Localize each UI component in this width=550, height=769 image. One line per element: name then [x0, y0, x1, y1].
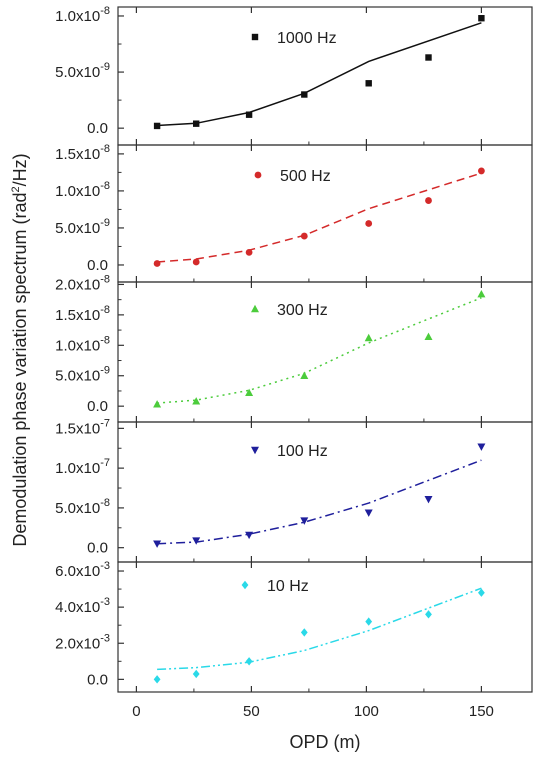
fit-line-500Hz [157, 172, 482, 263]
data-point [365, 220, 373, 227]
y-tick-label: 5.0x10-9 [55, 365, 110, 385]
data-point [192, 397, 201, 405]
data-point [365, 80, 372, 87]
y-tick-label: 0.0 [87, 398, 108, 415]
y-tick-label: 0.0 [87, 671, 108, 688]
y-tick-label: 0.0 [87, 120, 108, 137]
data-point [425, 610, 432, 619]
data-point [193, 120, 200, 127]
legend-marker [254, 171, 262, 179]
data-point [192, 537, 201, 545]
legend-label: 100 Hz [277, 443, 328, 460]
data-point [245, 248, 253, 256]
y-tick-label: 4.0x10-3 [55, 596, 110, 616]
data-point [478, 588, 485, 597]
data-point [245, 111, 253, 118]
y-axis-title: Demodulation phase variation spectrum (r… [10, 153, 30, 546]
y-tick-label: 1.5x10-8 [55, 143, 110, 163]
data-point [477, 289, 486, 298]
data-point [478, 167, 485, 175]
panel-frame [117, 144, 533, 283]
legend-label: 500 Hz [280, 168, 331, 185]
data-point [424, 332, 433, 340]
data-point [192, 258, 200, 266]
panel-300hz: 0.0 5.0x10-9 1.0x10-8 1.5x10-8 2.0x10-8 300 H… [55, 273, 533, 423]
fit-line-100Hz [157, 459, 482, 545]
panel-1000hz: 0.0 5.0x10-9 1.0x10-8 1000 Hz [55, 5, 533, 146]
data-point [300, 371, 309, 379]
data-point [153, 675, 161, 684]
legend-label: 300 Hz [277, 302, 328, 319]
y-tick-label: 1.5x10-8 [55, 304, 110, 324]
data-point [153, 540, 162, 548]
fit-line-1000Hz [157, 22, 482, 127]
x-axis-title: OPD (m) [290, 732, 361, 752]
data-point [300, 517, 309, 525]
x-tick-label: 150 [469, 703, 494, 720]
y-tick-label: 5.0x10-9 [55, 61, 110, 81]
y-tick-label: 0.0 [87, 257, 108, 274]
data-point [425, 54, 432, 61]
data-point [365, 617, 373, 626]
data-point [424, 495, 433, 504]
data-point [153, 260, 161, 267]
data-point [364, 509, 373, 517]
data-point [301, 91, 308, 98]
y-tick-label: 1.0x10-8 [55, 5, 110, 25]
data-point [153, 122, 161, 130]
data-point [425, 197, 432, 204]
panel-100hz: 0.0 5.0x10-8 1.0x10-7 1.5x10-7 100 Hz [55, 417, 533, 563]
legend-marker [251, 33, 259, 41]
x-tick-label: 100 [354, 703, 379, 720]
fit-line-300Hz [157, 297, 482, 404]
y-tick-label: 5.0x10-8 [55, 497, 110, 517]
legend-label: 1000 Hz [277, 30, 337, 47]
data-point [245, 388, 254, 396]
legend-label: 10 Hz [267, 578, 309, 595]
data-point [364, 333, 373, 342]
y-tick-label: 0.0 [87, 540, 108, 557]
y-tick-label: 6.0x10-3 [55, 560, 110, 580]
x-tick-label: 0 [132, 703, 140, 720]
data-point [192, 669, 200, 679]
legend-marker [241, 580, 249, 590]
data-point [300, 628, 308, 637]
y-tick-label: 1.0x10-8 [55, 334, 110, 354]
panel-frame [117, 561, 533, 693]
data-point [300, 232, 308, 240]
legend-marker [251, 304, 259, 313]
y-tick-label: 2.0x10-3 [55, 632, 110, 652]
panel-10hz: 0.0 2.0x10-3 4.0x10-3 6.0x10-3 10 Hz [55, 560, 533, 693]
data-point [153, 400, 162, 408]
y-tick-label: 2.0x10-8 [55, 273, 110, 293]
data-point [478, 15, 485, 22]
legend-marker [251, 446, 259, 455]
y-tick-label: 1.5x10-7 [55, 417, 110, 437]
x-tick-label: 50 [243, 703, 260, 720]
data-point [245, 657, 253, 666]
data-point [477, 443, 486, 451]
y-tick-label: 1.0x10-8 [55, 180, 110, 200]
data-point [245, 531, 254, 540]
panel-500hz: 0.0 5.0x10-9 1.0x10-8 1.5x10-8 500 Hz [55, 143, 533, 283]
y-tick-label: 5.0x10-9 [55, 217, 110, 237]
y-tick-label: 1.0x10-7 [55, 457, 110, 477]
fit-line-10Hz [157, 587, 482, 671]
